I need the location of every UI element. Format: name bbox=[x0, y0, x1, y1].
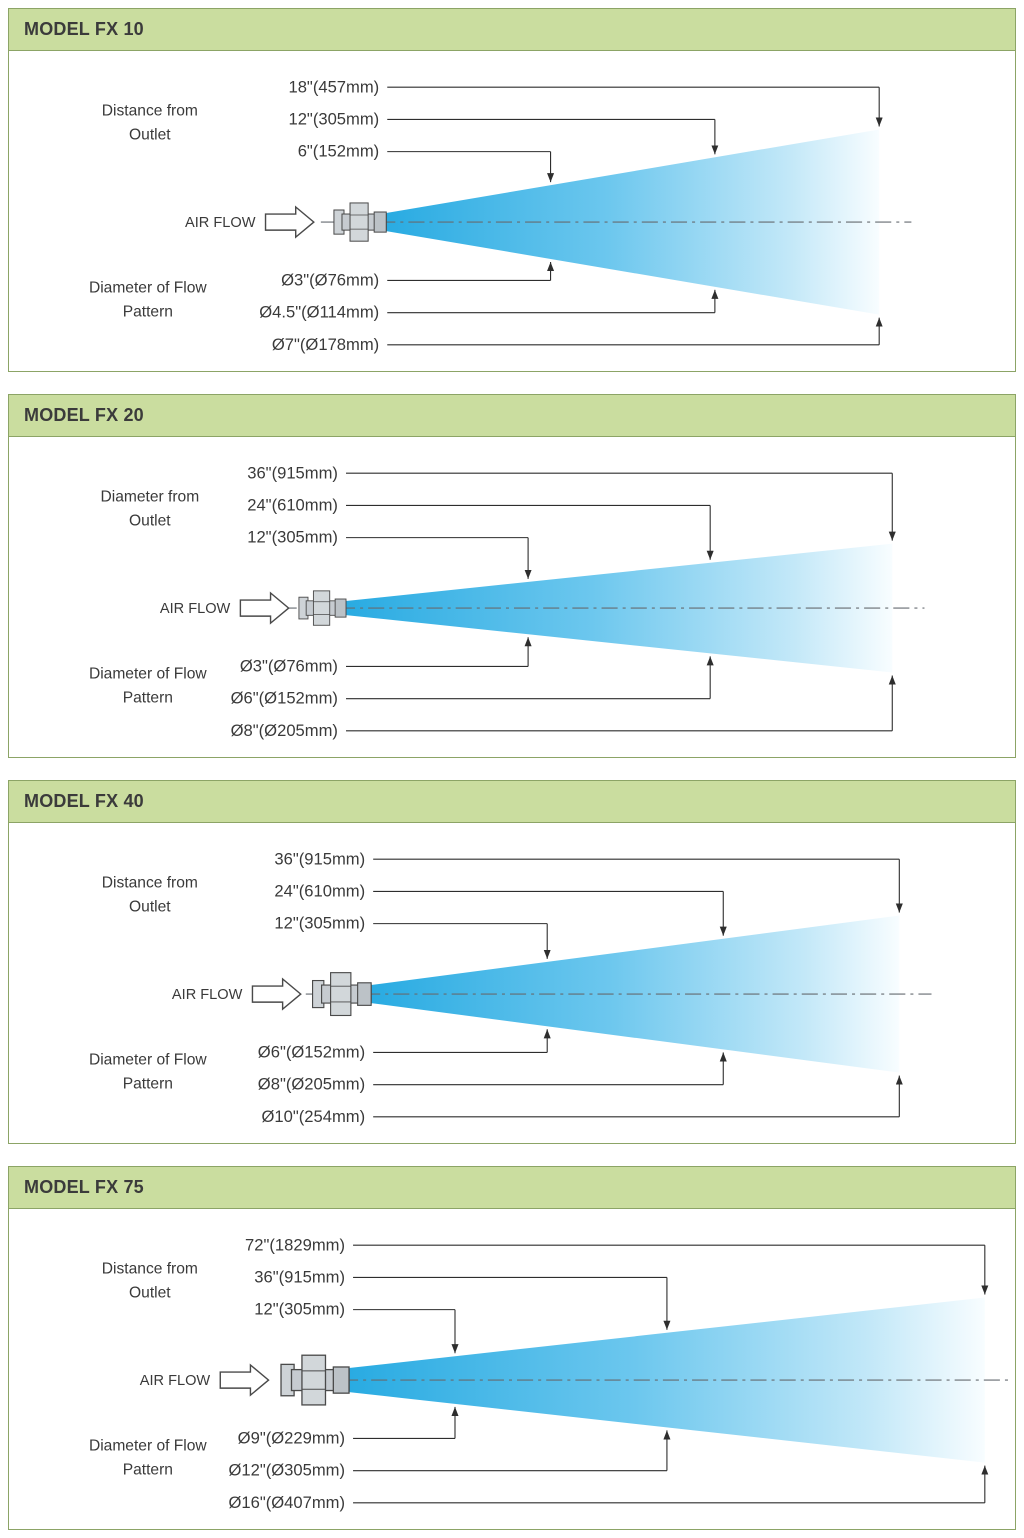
diameter-value-label: Ø6"(Ø152mm) bbox=[258, 1042, 365, 1061]
diameter-value-label: Ø16"(Ø407mm) bbox=[228, 1493, 345, 1512]
distance-value-label: 12"(305mm) bbox=[288, 109, 379, 128]
diameter-value-label: Ø12"(Ø305mm) bbox=[228, 1461, 345, 1480]
panel-body: 72"(1829mm) 36"(915mm) 12"(305mm) Ø9"(Ø229m… bbox=[9, 1209, 1015, 1529]
pattern-label: Pattern bbox=[123, 1076, 173, 1093]
outlet-label: Distance from bbox=[102, 874, 198, 891]
outlet-label: Outlet bbox=[129, 1285, 171, 1302]
distance-value-label: 12"(305mm) bbox=[254, 1300, 345, 1319]
airflow-label: AIR FLOW bbox=[185, 215, 256, 231]
nozzle bbox=[333, 202, 387, 242]
flow-pattern-diagram: 18"(457mm) 12"(305mm) 6"(152mm) Ø3"(Ø76mm) Ø… bbox=[89, 77, 912, 354]
airflow-label: AIR FLOW bbox=[140, 1373, 211, 1389]
airflow-label: AIR FLOW bbox=[160, 601, 231, 617]
distance-value-label: 24"(610mm) bbox=[247, 495, 338, 514]
distance-value-label: 36"(915mm) bbox=[247, 463, 338, 482]
outlet-label: Outlet bbox=[129, 899, 171, 916]
panel-model-fx-20: MODEL FX 20 36"(915mm) 24"(610mm) 12"(305m… bbox=[8, 394, 1016, 758]
pattern-label: Diameter of Flow bbox=[89, 1052, 207, 1069]
panel-body: 36"(915mm) 24"(610mm) 12"(305mm) Ø3"(Ø76mm)… bbox=[9, 437, 1015, 757]
flow-pattern-diagram: 36"(915mm) 24"(610mm) 12"(305mm) Ø3"(Ø76mm)… bbox=[89, 463, 925, 740]
diameter-value-label: Ø10"(254mm) bbox=[261, 1107, 365, 1126]
outlet-label: Distance from bbox=[102, 102, 198, 119]
distance-value-label: 72"(1829mm) bbox=[245, 1235, 345, 1254]
pattern-label: Diameter of Flow bbox=[89, 666, 207, 683]
flow-pattern-diagram: 36"(915mm) 24"(610mm) 12"(305mm) Ø6"(Ø152mm… bbox=[89, 849, 932, 1126]
diameter-value-label: Ø4.5"(Ø114mm) bbox=[259, 303, 379, 322]
diameter-value-label: Ø7"(Ø178mm) bbox=[272, 335, 379, 354]
diameter-value-label: Ø8"(Ø205mm) bbox=[231, 721, 338, 740]
diameter-value-label: Ø9"(Ø229mm) bbox=[238, 1428, 345, 1447]
airflow-arrow-icon bbox=[219, 1363, 270, 1397]
flow-pattern-diagram: 72"(1829mm) 36"(915mm) 12"(305mm) Ø9"(Ø229m… bbox=[89, 1235, 1010, 1512]
airflow-arrow-icon bbox=[239, 591, 290, 625]
outlet-label: Diameter from bbox=[101, 488, 200, 505]
panel-header: MODEL FX 20 bbox=[9, 395, 1015, 437]
panel-model-fx-10: MODEL FX 10 18"(457mm) 12"(305mm) 6"(152mm… bbox=[8, 8, 1016, 372]
diameter-value-label: Ø3"(Ø76mm) bbox=[281, 270, 379, 289]
panel-title: MODEL FX 75 bbox=[24, 1177, 144, 1197]
airflow-arrow-icon bbox=[251, 977, 302, 1011]
nozzle bbox=[298, 590, 347, 626]
airflow-label: AIR FLOW bbox=[172, 987, 243, 1003]
panel-body: 36"(915mm) 24"(610mm) 12"(305mm) Ø6"(Ø152mm… bbox=[9, 823, 1015, 1143]
distance-value-label: 12"(305mm) bbox=[274, 914, 365, 933]
panel-title: MODEL FX 40 bbox=[24, 791, 144, 811]
panel-model-fx-75: MODEL FX 75 72"(1829mm) 36"(915mm) 12"(305… bbox=[8, 1166, 1016, 1530]
distance-value-label: 36"(915mm) bbox=[254, 1267, 345, 1286]
distance-value-label: 36"(915mm) bbox=[274, 849, 365, 868]
flow-cone bbox=[386, 129, 880, 315]
diameter-value-label: Ø3"(Ø76mm) bbox=[240, 656, 338, 675]
panel-model-fx-40: MODEL FX 40 36"(915mm) 24"(610mm) 12"(305m… bbox=[8, 780, 1016, 1144]
pattern-label: Diameter of Flow bbox=[89, 1438, 207, 1455]
panel-body: 18"(457mm) 12"(305mm) 6"(152mm) Ø3"(Ø76mm) Ø… bbox=[9, 51, 1015, 371]
outlet-label: Distance from bbox=[102, 1260, 198, 1277]
panel-title: MODEL FX 20 bbox=[24, 405, 144, 425]
nozzle bbox=[312, 972, 372, 1017]
airflow-arrow-icon bbox=[264, 205, 315, 239]
pattern-label: Pattern bbox=[123, 304, 173, 321]
panel-header: MODEL FX 75 bbox=[9, 1167, 1015, 1209]
distance-value-label: 12"(305mm) bbox=[247, 528, 338, 547]
flow-cone bbox=[346, 543, 893, 673]
nozzle bbox=[280, 1354, 350, 1406]
pattern-label: Diameter of Flow bbox=[89, 280, 207, 297]
distance-value-label: 24"(610mm) bbox=[274, 881, 365, 900]
panel-title: MODEL FX 10 bbox=[24, 19, 144, 39]
distance-value-label: 18"(457mm) bbox=[288, 77, 379, 96]
panel-header: MODEL FX 40 bbox=[9, 781, 1015, 823]
pattern-label: Pattern bbox=[123, 1462, 173, 1479]
diameter-value-label: Ø6"(Ø152mm) bbox=[231, 689, 338, 708]
panel-header: MODEL FX 10 bbox=[9, 9, 1015, 51]
distance-value-label: 6"(152mm) bbox=[298, 142, 380, 161]
outlet-label: Outlet bbox=[129, 513, 171, 530]
diameter-value-label: Ø8"(Ø205mm) bbox=[258, 1075, 365, 1094]
pattern-label: Pattern bbox=[123, 690, 173, 707]
outlet-label: Outlet bbox=[129, 127, 171, 144]
